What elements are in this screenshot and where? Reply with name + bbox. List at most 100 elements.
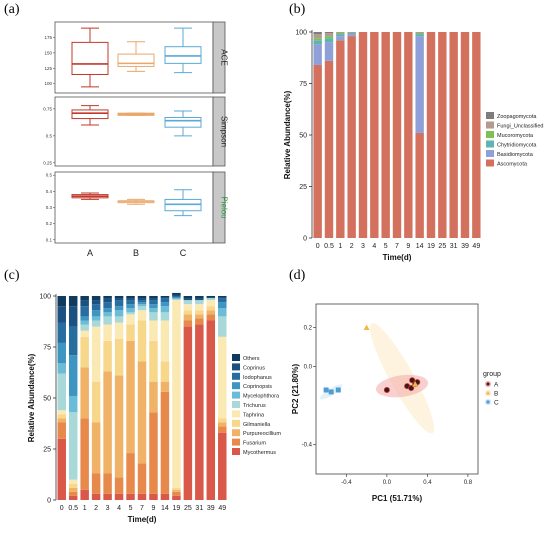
b-bar-ascomycota-39 — [460, 32, 470, 238]
box-pielou-c — [164, 189, 202, 217]
b-legend-key-basidiomycota — [486, 150, 494, 157]
b-bar-mucoromycota-0 — [313, 38, 322, 41]
c-bar-coprinus-31 — [195, 298, 204, 301]
c-legend-label: Others — [243, 356, 260, 362]
c-ytick-label: 100 — [39, 294, 51, 301]
c-xtick-label: 19 — [173, 505, 181, 512]
d-point-c — [328, 389, 334, 395]
group-label-b: B — [133, 248, 139, 258]
c-bar-taphrina-3 — [103, 324, 112, 341]
c-bar-gilmaniella-19 — [172, 487, 181, 490]
c-bar-others-39 — [206, 296, 216, 298]
b-xtick-label: 9 — [406, 243, 410, 250]
b-xtick-label: 39 — [461, 243, 469, 250]
c-bar-iodophanus-5 — [126, 300, 135, 305]
facet-0-ytick-label: 125 — [44, 66, 52, 71]
box-simpson-a — [71, 105, 109, 126]
facet-1-ytick-label: 0.5 — [46, 133, 53, 138]
c-bar-purpureocillium-4 — [114, 375, 124, 478]
c-bar-others-0 — [57, 296, 66, 307]
c-bar-taphrina-4 — [114, 322, 124, 339]
c-bar-coprinus-49 — [218, 297, 227, 299]
c-legend-key-trichurus — [232, 401, 240, 408]
d-xlabel: PC1 (51.71%) — [372, 494, 423, 503]
c-bar-coprinopsis-1 — [80, 316, 89, 321]
c-bar-coprinopsis-7 — [137, 302, 147, 305]
b-ytick-label: 75 — [299, 81, 307, 88]
d-ytick-label: 0.0 — [304, 365, 313, 371]
c-bar-iodophanus-1 — [80, 306, 89, 317]
c-bar-mycelophthora-19 — [172, 298, 181, 300]
c-legend-key-coprinopsis — [232, 382, 240, 390]
b-legend-key-mucoromycota — [486, 131, 494, 138]
b-xtick-label: 0.5 — [324, 243, 334, 250]
c-bar-coprinopsis-14 — [160, 302, 170, 307]
c-bar-taphrina-39 — [206, 300, 216, 307]
c-bar-fusarium-2 — [91, 473, 101, 494]
b-bar-chytridiomycota-0.5 — [324, 38, 334, 43]
c-bar-others-25 — [183, 296, 193, 299]
d-point-c — [323, 387, 329, 393]
c-bar-trichurus-5 — [126, 312, 135, 315]
c-bar-taphrina-25 — [183, 304, 193, 311]
facet-1-ytick-label: 0.75 — [43, 106, 52, 111]
c-bar-trichurus-0 — [57, 373, 66, 411]
c-bar-mycothermus-31 — [195, 324, 204, 500]
c-bar-others-4 — [114, 296, 124, 299]
b-bar-ascomycota-25 — [438, 32, 447, 238]
b-bar-ascomycota-0.5 — [324, 60, 334, 239]
c-bar-mycelophthora-0 — [57, 363, 66, 374]
c-xtick-label: 0.5 — [68, 505, 78, 512]
c-bar-coprinopsis-49 — [218, 302, 227, 309]
c-bar-iodophanus-0.5 — [68, 326, 78, 356]
d-legend-label: C — [494, 400, 499, 407]
facet-2-strip — [212, 171, 226, 244]
d-ylabel: PC2 (21.80%) — [291, 364, 300, 415]
c-bar-taphrina-5 — [126, 314, 135, 325]
c-legend-label: Gilmaniella — [243, 422, 271, 428]
b-ytick-label: 100 — [295, 30, 307, 37]
c-bar-mycothermus-0.5 — [68, 495, 78, 500]
c-bar-coprinus-4 — [114, 298, 124, 301]
c-ytick-label: 50 — [43, 396, 51, 403]
c-bar-fusarium-31 — [195, 318, 204, 325]
c-bar-coprinus-1 — [80, 300, 89, 307]
c-bar-taphrina-14 — [160, 320, 170, 362]
c-bar-coprinus-0 — [57, 306, 66, 323]
c-bar-mycelophthora-5 — [126, 308, 135, 313]
c-bar-iodophanus-49 — [218, 298, 227, 303]
d-xtick-label: 0.4 — [423, 480, 432, 486]
c-bar-purpureocillium-7 — [137, 361, 147, 464]
c-bar-trichurus-1 — [80, 324, 89, 331]
b-bar-chytridiomycota-1 — [336, 34, 345, 37]
c-bar-mycelophthora-7 — [137, 304, 147, 307]
c-bar-mycothermus-49 — [218, 432, 227, 500]
b-bar-ascomycota-2 — [347, 36, 356, 239]
c-bar-iodophanus-4 — [114, 300, 124, 307]
b-xtick-label: 31 — [450, 243, 458, 250]
c-legend-label: Coprinopsis — [243, 384, 272, 390]
facet-2-ytick-label: 0.1 — [46, 237, 53, 242]
d-legend-marker-c — [486, 400, 490, 404]
c-bar-mycothermus-14 — [160, 493, 170, 500]
c-bar-mycothermus-25 — [183, 326, 193, 500]
c-bar-taphrina-31 — [195, 304, 204, 311]
c-bar-purpureocillium-5 — [126, 340, 135, 454]
c-bar-mycelophthora-4 — [114, 310, 124, 317]
box-ace-c — [164, 27, 202, 74]
b-bar-chytridiomycota-2 — [347, 33, 356, 35]
c-xtick-label: 1 — [83, 505, 87, 512]
b-legend-key-fungi_unclassified — [486, 121, 494, 129]
c-bar-taphrina-49 — [218, 336, 227, 419]
box-pielou-b — [117, 198, 155, 205]
d-point-c — [335, 387, 341, 393]
c-bar-mycothermus-9 — [149, 493, 158, 500]
b-legend-label: Mucoromycota — [497, 133, 534, 139]
c-bar-gilmaniella-49 — [218, 418, 227, 423]
c-bar-fusarium-0.5 — [68, 491, 78, 496]
c-bar-others-1 — [80, 296, 89, 301]
b-bar-chytridiomycota-0 — [313, 40, 322, 45]
b-legend-label: Fungi_Unclassified — [497, 124, 543, 130]
